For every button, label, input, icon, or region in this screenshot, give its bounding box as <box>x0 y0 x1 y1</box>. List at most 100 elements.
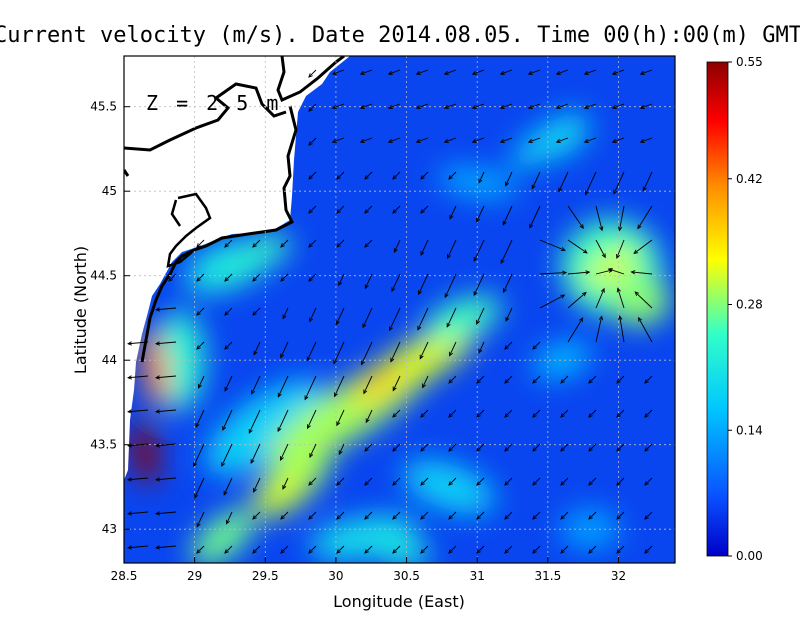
vector-arrow <box>473 239 485 262</box>
vector-arrow <box>222 409 233 431</box>
vector-arrow <box>471 103 485 109</box>
vector-arrow <box>420 171 429 180</box>
y-tick-label: 44 <box>102 353 117 367</box>
vector-arrow <box>195 409 205 428</box>
vector-arrow <box>360 341 373 366</box>
vector-arrow <box>476 511 485 520</box>
vector-arrow <box>560 443 569 452</box>
vector-arrow <box>616 239 625 259</box>
vector-arrow <box>155 307 177 312</box>
vector-arrow <box>248 409 261 434</box>
vector-arrow <box>308 239 317 248</box>
vector-arrow <box>476 375 485 384</box>
x-tick-label: 28.5 <box>111 569 138 583</box>
vector-arrow <box>308 205 317 214</box>
colorbar-tick-label: 0.42 <box>736 172 763 186</box>
vector-arrow <box>359 137 373 143</box>
vector-arrow <box>155 443 177 448</box>
vector-arrow <box>306 341 317 362</box>
vector-arrow <box>422 375 429 389</box>
vector-arrow <box>583 69 597 75</box>
vector-arrow <box>196 511 205 528</box>
vector-arrow <box>504 545 513 554</box>
vector-arrow <box>224 273 233 282</box>
vector-arrow <box>309 443 317 459</box>
vector-arrow <box>250 443 261 464</box>
vector-arrow <box>529 205 541 229</box>
vector-arrow <box>611 103 625 109</box>
vector-arrow <box>504 443 513 452</box>
vector-arrow <box>611 137 625 143</box>
vector-arrow <box>499 137 513 143</box>
vector-arrow <box>224 307 233 316</box>
vector-arrow <box>304 375 317 401</box>
vector-arrow <box>633 239 653 255</box>
vector-arrow <box>196 341 205 350</box>
speed-blob <box>609 277 670 326</box>
colorbar <box>706 61 729 557</box>
vector-arrow <box>639 137 653 143</box>
vector-arrow <box>280 511 289 520</box>
vector-arrow <box>471 69 485 75</box>
vector-arrow <box>420 545 429 554</box>
vector-arrow <box>336 239 345 248</box>
vector-arrow <box>393 239 401 254</box>
vector-arrow <box>503 273 513 294</box>
vector-arrow <box>365 409 373 424</box>
vector-arrow <box>252 239 261 248</box>
vector-arrow <box>364 239 373 248</box>
vector-arrow <box>364 273 373 290</box>
vector-arrow <box>224 545 233 554</box>
vector-arrow <box>419 341 429 360</box>
vector-arrow <box>252 307 261 316</box>
vector-arrow <box>308 137 317 146</box>
vector-arrow <box>448 545 457 554</box>
y-tick-label: 44.5 <box>90 269 117 283</box>
vector-arrow <box>532 409 541 418</box>
vector-arrow <box>613 171 625 195</box>
vector-arrow <box>280 443 289 462</box>
vector-arrow <box>127 443 149 448</box>
current-vectors <box>127 69 653 554</box>
vector-arrow <box>392 545 401 554</box>
vector-arrow <box>392 511 401 520</box>
vector-arrow <box>391 273 401 293</box>
vector-arrow <box>642 171 653 192</box>
vector-arrow <box>253 341 261 356</box>
speed-blob <box>191 509 255 563</box>
vector-arrow <box>253 477 261 493</box>
vector-arrow <box>499 103 513 109</box>
vector-arrow <box>616 375 625 384</box>
vector-arrow <box>607 267 625 275</box>
vector-arrow <box>389 307 401 332</box>
vector-arrow <box>336 409 345 427</box>
vector-arrow <box>364 443 373 452</box>
vector-arrow <box>644 477 653 486</box>
vector-arrow <box>504 409 513 418</box>
vector-arrow <box>333 341 345 365</box>
vector-arrow <box>308 171 317 180</box>
vector-arrow <box>392 477 401 486</box>
x-tick-label: 31.5 <box>534 569 561 583</box>
vector-arrow <box>444 273 457 299</box>
vector-arrow <box>127 375 149 380</box>
vector-arrow <box>560 545 569 554</box>
vector-arrow <box>531 171 541 190</box>
x-tick-label: 29.5 <box>252 569 279 583</box>
speed-feature <box>141 329 169 409</box>
vector-arrow <box>611 69 625 75</box>
vector-arrow <box>277 375 289 398</box>
vector-arrow <box>392 409 401 418</box>
vector-arrow <box>415 137 429 143</box>
x-tick-label: 31 <box>470 569 485 583</box>
vector-arrow <box>504 341 513 350</box>
vector-arrow <box>448 409 457 418</box>
vector-arrow <box>532 341 541 350</box>
vector-arrow <box>308 273 317 282</box>
vector-arrow <box>420 205 429 214</box>
vector-arrow <box>226 511 233 525</box>
vector-arrow <box>644 409 653 418</box>
vector-arrow <box>155 511 177 516</box>
vector-arrow <box>446 307 457 328</box>
speed-blob <box>424 296 502 340</box>
